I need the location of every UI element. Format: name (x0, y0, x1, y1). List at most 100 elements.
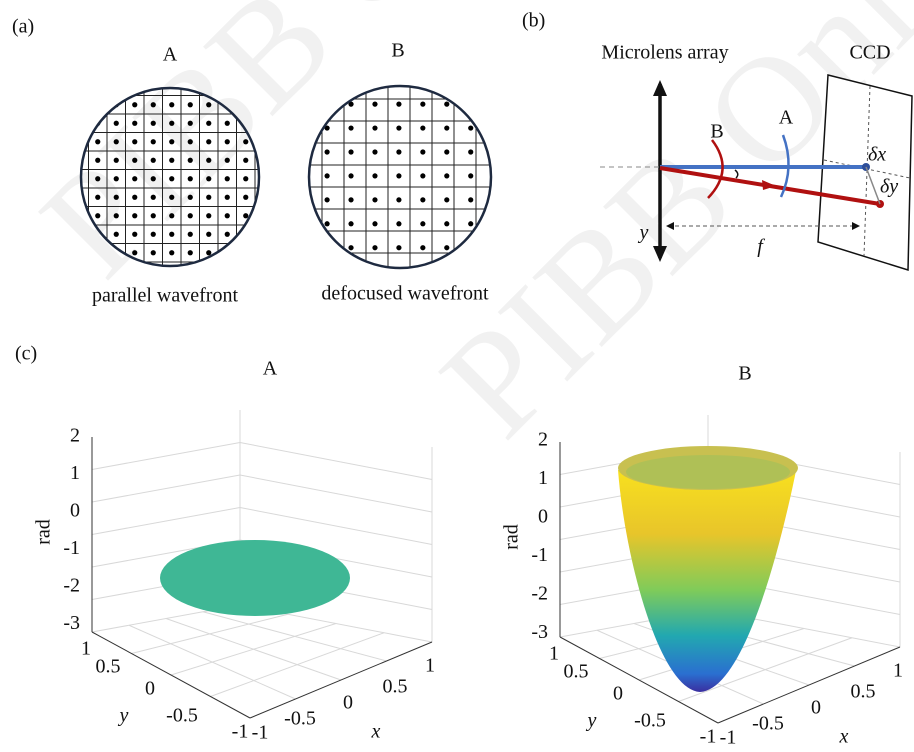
spot (372, 221, 378, 227)
spot (444, 245, 450, 251)
z-axis-label: rad (33, 519, 55, 545)
spot (169, 139, 175, 145)
x-tick-label: -0.5 (752, 713, 784, 735)
y-tick-label: -0.5 (634, 710, 666, 732)
y-tick-label: 0 (613, 683, 623, 705)
spot (324, 149, 330, 155)
spot (324, 197, 330, 203)
spot (113, 231, 119, 237)
box-line (239, 474, 433, 513)
spot (301, 221, 306, 226)
f-label: f (757, 236, 765, 258)
spot (132, 213, 138, 219)
spot (262, 269, 267, 274)
spot (396, 125, 402, 131)
detector-label: CCD (849, 42, 890, 64)
spot (95, 88, 101, 89)
spot (420, 245, 426, 251)
spot (348, 221, 354, 227)
spot (150, 194, 156, 200)
spot (224, 120, 230, 126)
z-tick-label: -3 (63, 612, 80, 634)
spot (132, 231, 138, 237)
wave-label: A (779, 107, 794, 129)
box-line (717, 646, 901, 724)
y-tick-label: 1 (549, 643, 559, 665)
spot (169, 176, 175, 182)
wavefront-b (707, 139, 724, 199)
x-axis-label: x (371, 721, 381, 743)
spot (169, 120, 175, 126)
spot (224, 194, 230, 200)
spot (492, 173, 497, 178)
spot (113, 213, 119, 219)
spot (468, 78, 473, 83)
z-tick-label: -1 (531, 544, 548, 566)
spot (516, 221, 521, 226)
spot (468, 221, 474, 227)
spot (113, 120, 119, 126)
caption: parallel wavefront (92, 285, 238, 307)
spot (420, 173, 426, 179)
spot (516, 149, 521, 154)
spot (468, 173, 474, 179)
spot (206, 176, 212, 182)
spot (444, 269, 449, 274)
spot (444, 197, 450, 203)
spot (113, 176, 119, 182)
spot (206, 250, 212, 256)
spot (113, 139, 119, 145)
spot (396, 197, 402, 203)
spot (372, 269, 377, 274)
box-line (249, 641, 433, 719)
spot (224, 250, 230, 256)
spot (444, 125, 450, 131)
spot (206, 194, 212, 200)
wavefront-a (779, 134, 790, 198)
spot (420, 78, 425, 83)
spot (348, 173, 354, 179)
z-tick-label: 1 (70, 462, 80, 484)
spot (243, 231, 249, 237)
spot (243, 194, 249, 200)
spot (224, 213, 230, 219)
y-tick-label: 0 (145, 678, 155, 700)
spot (492, 149, 497, 154)
spot (468, 245, 474, 251)
spot (243, 176, 249, 182)
spot (444, 78, 449, 83)
spot (444, 221, 450, 227)
spot (324, 173, 330, 179)
spot (444, 101, 450, 107)
spot (206, 269, 211, 274)
box-line (91, 442, 241, 470)
spot (150, 213, 156, 219)
spot (420, 101, 426, 107)
spot (206, 157, 212, 163)
y-label: y (638, 222, 649, 244)
y-axis-label: y (586, 710, 597, 732)
box-line (239, 442, 433, 480)
wave-label: B (710, 121, 723, 143)
spot (262, 232, 267, 237)
angle (734, 169, 739, 179)
spot (224, 231, 230, 237)
spot (150, 176, 156, 182)
spot (262, 250, 267, 255)
box-line (210, 632, 385, 697)
spot (187, 176, 193, 182)
spot (150, 250, 156, 256)
spot (169, 213, 175, 219)
spot (468, 125, 474, 131)
z-tick-label: -1 (63, 537, 80, 559)
spot (169, 194, 175, 200)
subfigure-label: A (163, 44, 178, 66)
offset (865, 166, 881, 205)
spot (243, 250, 249, 256)
spot (132, 139, 138, 145)
spot (348, 101, 354, 107)
spot (243, 139, 249, 145)
spot (348, 269, 353, 274)
spot (95, 157, 101, 163)
